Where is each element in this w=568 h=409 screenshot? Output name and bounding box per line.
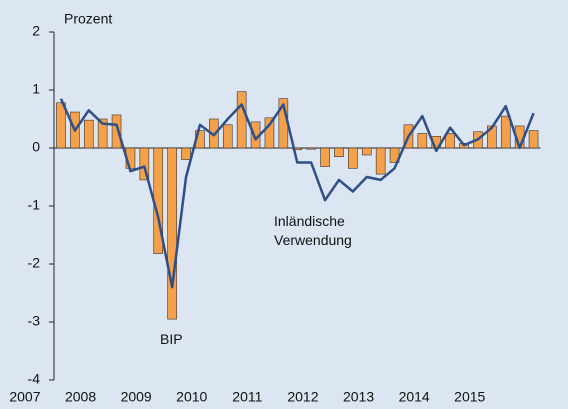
bar bbox=[528, 130, 539, 149]
bar bbox=[334, 147, 344, 157]
y-tick-label: 2 bbox=[32, 23, 40, 39]
x-tick-label: 2011 bbox=[232, 389, 262, 405]
bar bbox=[56, 102, 66, 149]
bar bbox=[236, 91, 247, 149]
bar bbox=[306, 147, 316, 150]
x-tick-label: 2012 bbox=[287, 389, 318, 405]
bar bbox=[97, 118, 108, 149]
bar bbox=[264, 117, 275, 149]
bar bbox=[375, 147, 386, 175]
x-tick-label: 2009 bbox=[121, 389, 152, 405]
bip-label: BIP bbox=[160, 331, 183, 347]
line bbox=[59, 98, 535, 289]
x-tick-label: 2007 bbox=[9, 389, 40, 405]
y-tick-label: -2 bbox=[28, 255, 41, 271]
y-tick-label: 1 bbox=[32, 81, 40, 97]
x-tick-label: 2008 bbox=[65, 389, 96, 405]
x-tick-label: 2015 bbox=[454, 389, 485, 405]
inlandsverwendung-label: Inländische Verwendung bbox=[274, 213, 352, 248]
bar bbox=[83, 119, 94, 149]
bip-label-text: BIP bbox=[160, 331, 183, 347]
y-tick-label: -3 bbox=[28, 313, 41, 329]
bar bbox=[445, 133, 455, 149]
bar bbox=[320, 147, 330, 167]
bar bbox=[111, 114, 122, 149]
bar bbox=[348, 147, 358, 169]
y-tick-label: 0 bbox=[32, 139, 40, 155]
x-tick-label: 2014 bbox=[399, 389, 430, 405]
bar bbox=[500, 115, 511, 149]
inlandsverwendung-label-text: Inländische Verwendung bbox=[274, 213, 352, 248]
bar bbox=[361, 147, 372, 156]
bar bbox=[222, 124, 233, 149]
y-tick-label: -4 bbox=[28, 371, 41, 387]
bar bbox=[181, 147, 191, 160]
x-tick-label: 2010 bbox=[176, 389, 207, 405]
y-axis-label: Prozent bbox=[64, 11, 112, 27]
y-tick-label: -1 bbox=[28, 197, 41, 213]
bar bbox=[167, 147, 177, 320]
bar bbox=[139, 147, 150, 181]
bar bbox=[417, 133, 428, 149]
x-tick-label: 2013 bbox=[343, 389, 374, 405]
